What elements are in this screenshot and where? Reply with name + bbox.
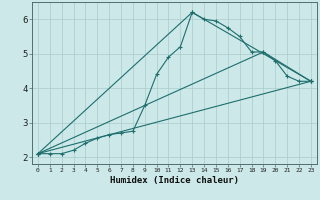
X-axis label: Humidex (Indice chaleur): Humidex (Indice chaleur) [110,176,239,185]
